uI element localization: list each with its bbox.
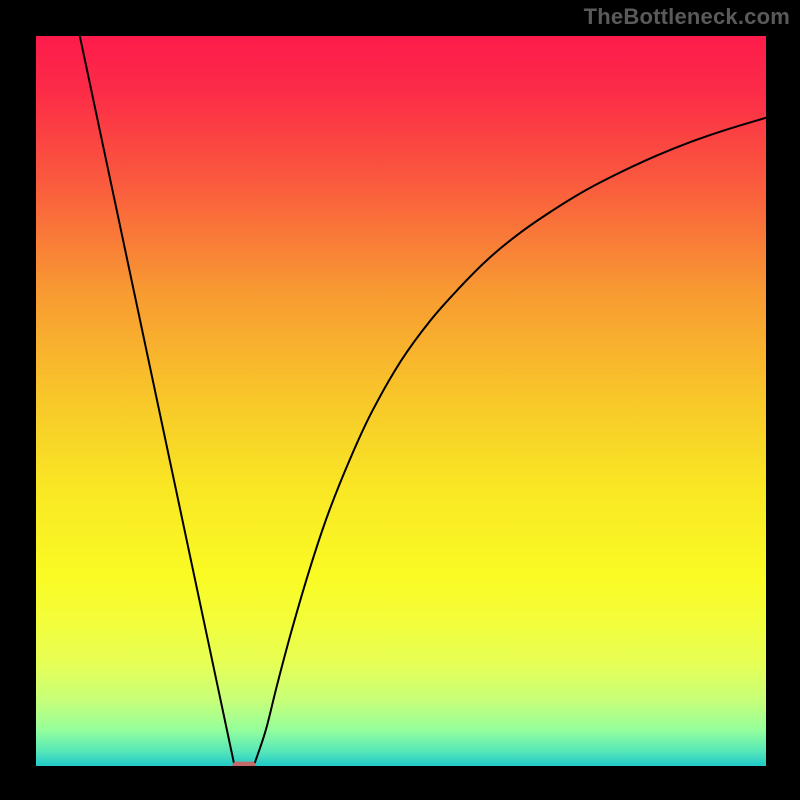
chart-svg [36,36,766,766]
minimum-marker [232,762,255,766]
chart-container: TheBottleneck.com [0,0,800,800]
watermark-text: TheBottleneck.com [584,4,790,30]
gradient-background [36,36,766,766]
plot-area [36,36,766,766]
